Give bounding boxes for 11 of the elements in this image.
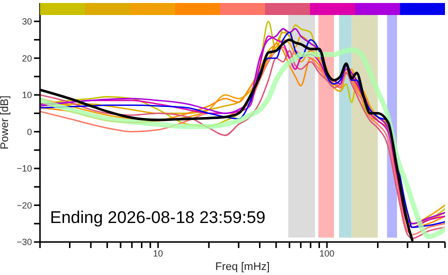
- y-tick-label: 30: [22, 16, 32, 27]
- y-tick-label: −20: [16, 200, 32, 210]
- y-tick-label: 10: [22, 90, 32, 100]
- y-tick-label: 0: [26, 126, 32, 137]
- annotation: Ending 2026-08-18 23:59:59: [50, 208, 266, 228]
- y-tick-label: 20: [22, 53, 32, 64]
- y-axis-title: Power [dB]: [0, 96, 11, 150]
- x-axis-title: Freq [mHz]: [215, 261, 270, 273]
- x-tick-label: 100: [319, 248, 334, 258]
- y-tick-label: −30: [16, 237, 32, 248]
- y-tick-label: −10: [16, 164, 32, 174]
